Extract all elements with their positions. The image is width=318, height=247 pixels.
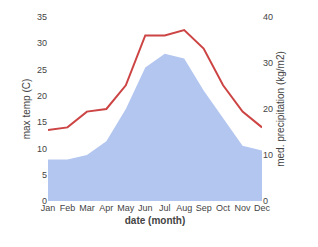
svg-text:20: 20 — [263, 104, 273, 114]
svg-text:Oct: Oct — [216, 203, 231, 213]
svg-text:Dec: Dec — [254, 203, 271, 213]
svg-text:Jan: Jan — [41, 203, 56, 213]
svg-text:Feb: Feb — [60, 203, 76, 213]
svg-text:30: 30 — [263, 58, 273, 68]
svg-text:Apr: Apr — [99, 203, 113, 213]
svg-text:10: 10 — [37, 144, 47, 154]
svg-text:25: 25 — [37, 65, 47, 75]
svg-text:max temp (C): max temp (C) — [21, 79, 32, 140]
svg-text:30: 30 — [37, 38, 47, 48]
svg-text:Jun: Jun — [138, 203, 153, 213]
svg-text:0: 0 — [263, 196, 268, 206]
svg-text:40: 40 — [263, 12, 273, 22]
svg-text:Nov: Nov — [235, 203, 252, 213]
svg-text:Jul: Jul — [159, 203, 171, 213]
svg-text:15: 15 — [37, 117, 47, 127]
svg-text:35: 35 — [37, 12, 47, 22]
svg-text:20: 20 — [37, 91, 47, 101]
svg-text:med. precipitation (kg/m2): med. precipitation (kg/m2) — [275, 51, 286, 167]
svg-text:May: May — [117, 203, 135, 213]
svg-text:0: 0 — [42, 196, 47, 206]
svg-text:10: 10 — [263, 150, 273, 160]
svg-text:Mar: Mar — [79, 203, 95, 213]
svg-text:Aug: Aug — [176, 203, 192, 213]
svg-text:Sep: Sep — [196, 203, 212, 213]
svg-text:date (month): date (month) — [125, 215, 186, 226]
svg-text:5: 5 — [42, 170, 47, 180]
